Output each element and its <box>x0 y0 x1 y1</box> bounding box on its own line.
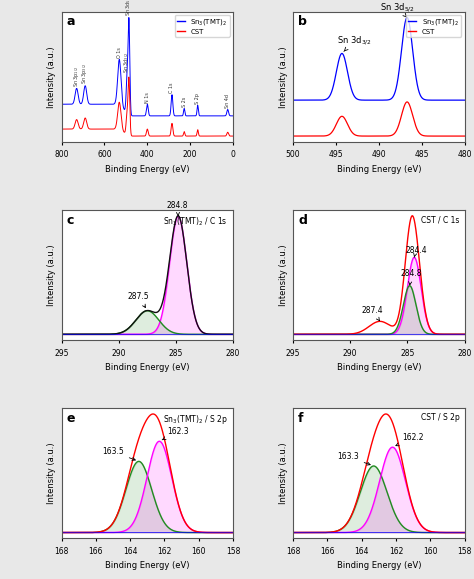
Text: Sn 3d$_{5/2}$: Sn 3d$_{5/2}$ <box>125 0 133 16</box>
Text: Sn 3p$_{3/2}$: Sn 3p$_{3/2}$ <box>81 63 90 84</box>
Y-axis label: Intensity (a.u.): Intensity (a.u.) <box>279 442 288 504</box>
Text: 162.3: 162.3 <box>162 427 189 440</box>
Text: d: d <box>298 214 307 227</box>
X-axis label: Binding Energy (eV): Binding Energy (eV) <box>105 165 190 174</box>
Text: e: e <box>67 412 75 425</box>
Text: CST / C 1s: CST / C 1s <box>421 215 459 224</box>
Text: 284.8: 284.8 <box>167 201 188 216</box>
Legend: Sn$_3$(TMT)$_2$, CST: Sn$_3$(TMT)$_2$, CST <box>406 15 461 36</box>
Text: 284.8: 284.8 <box>401 269 422 285</box>
Text: Sn 3d$_{3/2}$: Sn 3d$_{3/2}$ <box>123 52 131 73</box>
Text: f: f <box>298 412 304 425</box>
Text: Sn 4d: Sn 4d <box>225 94 230 108</box>
X-axis label: Binding Energy (eV): Binding Energy (eV) <box>337 363 421 372</box>
Text: 284.4: 284.4 <box>405 245 427 257</box>
Text: N 1s: N 1s <box>145 92 150 102</box>
Text: 162.2: 162.2 <box>396 433 424 446</box>
Text: 163.3: 163.3 <box>337 452 370 465</box>
Text: CST / S 2p: CST / S 2p <box>420 413 459 422</box>
Text: 287.4: 287.4 <box>362 306 383 321</box>
Text: 163.5: 163.5 <box>102 447 135 460</box>
X-axis label: Binding Energy (eV): Binding Energy (eV) <box>105 363 190 372</box>
X-axis label: Binding Energy (eV): Binding Energy (eV) <box>105 562 190 570</box>
Text: Sn 3p$_{1/2}$: Sn 3p$_{1/2}$ <box>73 66 81 87</box>
Text: b: b <box>298 16 307 28</box>
Text: O 1s: O 1s <box>117 47 122 58</box>
Y-axis label: Intensity (a.u.): Intensity (a.u.) <box>279 46 288 108</box>
Y-axis label: Intensity (a.u.): Intensity (a.u.) <box>47 442 56 504</box>
Y-axis label: Intensity (a.u.): Intensity (a.u.) <box>47 244 56 306</box>
Text: C 1s: C 1s <box>170 83 174 93</box>
Text: Sn$_3$(TMT)$_2$ / C 1s: Sn$_3$(TMT)$_2$ / C 1s <box>164 215 228 228</box>
Text: Sn$_3$(TMT)$_2$ / S 2p: Sn$_3$(TMT)$_2$ / S 2p <box>163 413 228 426</box>
Text: 287.5: 287.5 <box>128 292 149 307</box>
Text: Sn 3d$_{3/2}$: Sn 3d$_{3/2}$ <box>337 34 372 52</box>
Text: c: c <box>67 214 74 227</box>
X-axis label: Binding Energy (eV): Binding Energy (eV) <box>337 165 421 174</box>
Legend: Sn$_3$(TMT)$_2$, CST: Sn$_3$(TMT)$_2$, CST <box>174 15 229 36</box>
X-axis label: Binding Energy (eV): Binding Energy (eV) <box>337 562 421 570</box>
Text: Sn 3d$_{5/2}$: Sn 3d$_{5/2}$ <box>380 2 415 17</box>
Text: S 2p: S 2p <box>195 93 200 104</box>
Y-axis label: Intensity (a.u.): Intensity (a.u.) <box>279 244 288 306</box>
Text: S 2s: S 2s <box>182 97 187 107</box>
Text: a: a <box>67 16 75 28</box>
Y-axis label: Intensity (a.u.): Intensity (a.u.) <box>47 46 56 108</box>
